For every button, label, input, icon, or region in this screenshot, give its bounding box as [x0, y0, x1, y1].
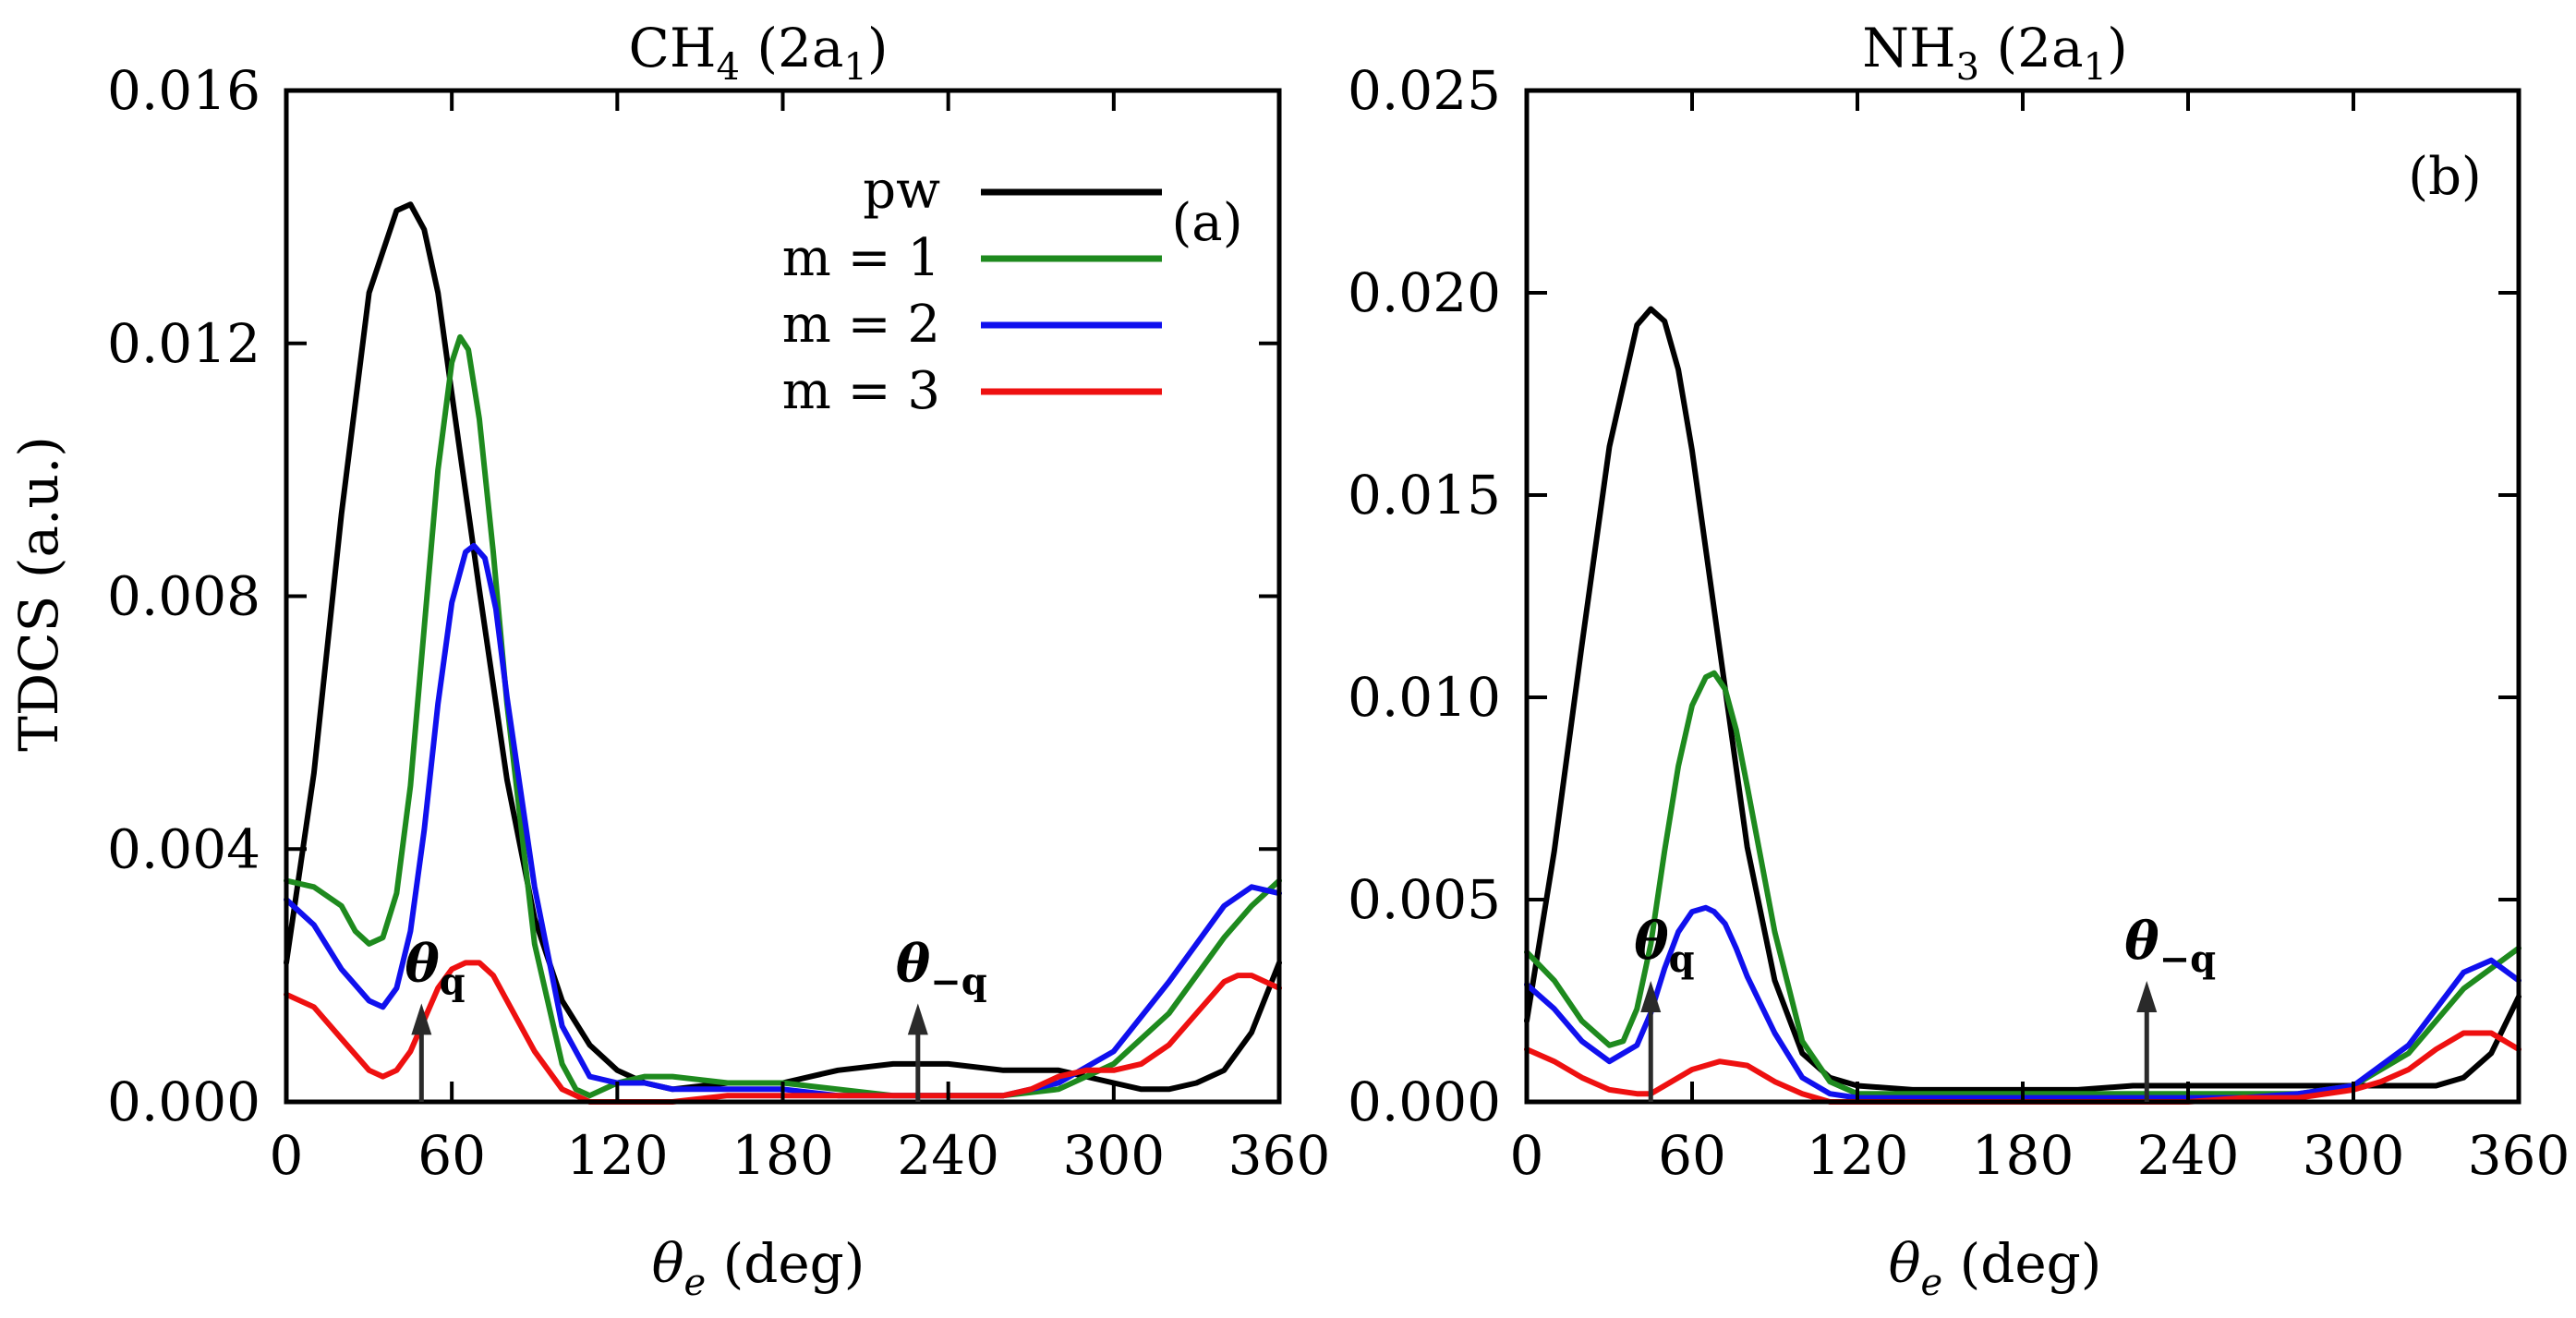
y-axis-title: TDCS (a.u.)	[7, 436, 70, 752]
panel-a-arrowhead-theta-q	[411, 1003, 432, 1035]
panel-b-y-tick-label: 0.000	[1348, 1070, 1501, 1133]
panel-b-label-theta-q: θq	[1634, 911, 1694, 981]
panel-a-x-tick-label: 300	[1062, 1124, 1165, 1187]
panel-a-y-tick-label: 0.016	[107, 59, 260, 122]
panel-b-x-tick-label: 360	[2468, 1124, 2570, 1187]
panel-b-x-tick-label: 0	[1510, 1124, 1544, 1187]
panel-b-x-tick-label: 240	[2137, 1124, 2240, 1187]
panel-a-arrowhead-theta-minus-q	[907, 1003, 928, 1035]
panel-a-x-axis-title: θe (deg)	[652, 1232, 865, 1304]
legend: pw m = 1 m = 2 m = 3	[782, 161, 1162, 421]
panel-a-x-tick-label: 60	[417, 1124, 486, 1187]
legend-label-m1: m = 1	[782, 228, 940, 288]
panel-a-x-tick-label: 240	[897, 1124, 999, 1187]
panel-b: NH3 (2a1) (b) θe (deg) 0 60 120 180 240 300 36…	[1348, 17, 2570, 1304]
panel-b-y-tick-label: 0.025	[1348, 59, 1501, 122]
legend-label-m2: m = 2	[782, 295, 940, 355]
panel-b-arrowhead-theta-q	[1640, 980, 1662, 1012]
panel-a-label-theta-minus-q: θ−q	[896, 933, 987, 1003]
panel-a-y-tick-label: 0.008	[107, 565, 260, 628]
panel-b-y-tick-label: 0.020	[1348, 261, 1501, 324]
panel-b-title: NH3 (2a1)	[1862, 17, 2127, 89]
panel-a-y-tick-label: 0.012	[107, 312, 260, 375]
panel-b-x-axis-title: θe (deg)	[1889, 1232, 2102, 1304]
panel-a-y-tick-label: 0.004	[107, 817, 260, 880]
panel-b-x-tick-label: 180	[1972, 1124, 2074, 1187]
legend-label-m3: m = 3	[782, 361, 940, 421]
panel-a-x-tick-label: 360	[1228, 1124, 1331, 1187]
panel-a-title: CH4 (2a1)	[628, 17, 888, 89]
panel-a-series-m2	[284, 542, 1282, 1099]
panel-a-y-tick-label: 0.000	[107, 1070, 260, 1133]
panel-a-series-group	[284, 201, 1282, 1105]
panel-b-label-theta-minus-q: θ−q	[2124, 911, 2216, 981]
panel-a: CH4 (2a1) (a) θe (deg) pw m = 1 m = 2 m …	[107, 17, 1330, 1304]
panel-b-x-tick-label: 300	[2303, 1124, 2405, 1187]
panel-b-y-tick-label: 0.010	[1348, 666, 1501, 729]
panel-b-series-group	[1524, 306, 2522, 1105]
panel-b-x-tick-label: 60	[1658, 1124, 1726, 1187]
panel-a-x-tick-label: 180	[732, 1124, 834, 1187]
panel-a-x-tick-label: 0	[270, 1124, 304, 1187]
panel-a-label: (a)	[1171, 193, 1242, 253]
panel-a-label-theta-q: θq	[405, 933, 465, 1003]
panel-b-series-m1	[1524, 670, 2522, 1097]
legend-label-pw: pw	[863, 161, 940, 221]
panel-b-label: (b)	[2408, 147, 2482, 207]
panel-b-y-tick-label: 0.015	[1348, 464, 1501, 526]
panel-b-y-tick-label: 0.005	[1348, 868, 1501, 931]
panel-a-x-tick-label: 120	[566, 1124, 669, 1187]
panel-b-series-m2	[1524, 904, 2522, 1101]
panel-b-x-tick-label: 120	[1807, 1124, 1909, 1187]
panel-b-arrowhead-theta-minus-q	[2136, 980, 2158, 1012]
